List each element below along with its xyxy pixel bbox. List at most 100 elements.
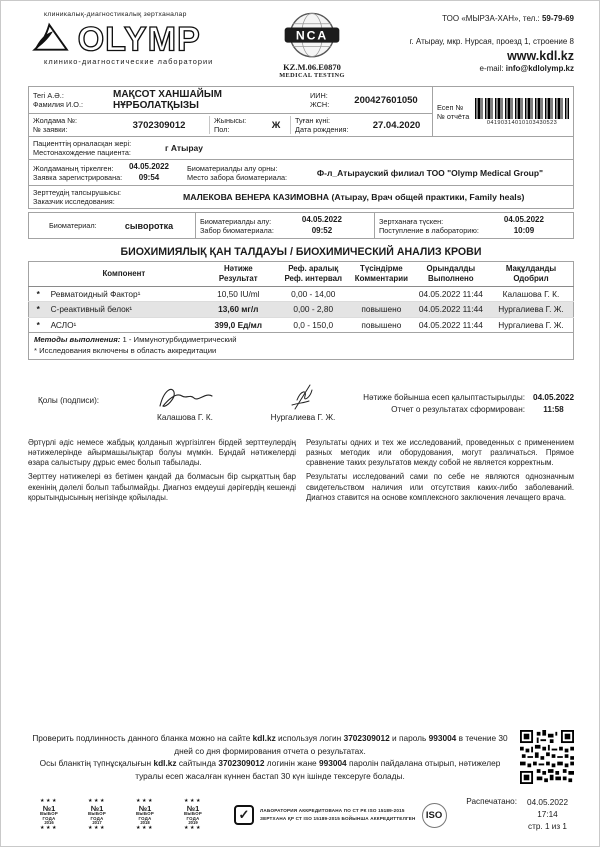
nca-label-text: NCA [296, 28, 328, 42]
customer-row: Зерттеудің тапсырушысы: Заказчик исследо… [29, 185, 573, 208]
col-approved: Мақұлданды Одобрил [488, 261, 574, 287]
printed-time: 17:14 [537, 810, 558, 820]
company-name: ТОО «МЫРЗА-ХАН», тел.: [442, 14, 542, 23]
accreditation-note: * Исследования включены в область аккред… [34, 345, 217, 355]
patient-location-row: Пациенттің орналасқан жері: Местонахожде… [29, 136, 573, 159]
badge-stars: ★★★ [88, 797, 106, 804]
signature-2-icon [291, 384, 313, 410]
methods-value: 1 - Иммунотурбидиметрический [122, 335, 237, 345]
done-datetime: 04.05.2022 11:44 [412, 316, 489, 333]
sampling-label-kz: Биоматериалды алу: [200, 216, 272, 226]
registered-time: 09:54 [138, 172, 160, 182]
approved-by: Калашова Г. К. [502, 288, 560, 299]
formed-time: 11:58 [543, 404, 564, 414]
disclaimers: Әртүрлі әдіс немесе жабдық қолданып жүрг… [28, 438, 574, 508]
ref-interval: 0,0 - 150,0 [276, 316, 351, 333]
company-phone-line: ТОО «МЫРЗА-ХАН», тел.: 59-79-69 [368, 14, 574, 24]
report-barcode-number: 04190314010103430523 [486, 119, 558, 126]
website-url: www.kdl.kz [507, 48, 574, 63]
logo-tagline-kz: клиникалық-диагностикалық зертханалар [44, 11, 187, 18]
signer-2-name: Нургалиева Г. Ж. [270, 412, 336, 422]
birth-label-kz: Туған күні: [295, 116, 330, 125]
badge-stars: ★★★ [40, 825, 58, 832]
printed-page: стр. 1 из 1 [528, 821, 567, 831]
result-value: 399,0 Ед/мл [200, 316, 277, 333]
customer-label-kz: Зерттеудің тапсырушысы: [33, 188, 122, 198]
disclaimer-ru: Результаты одних и тех же исследований, … [306, 438, 574, 508]
disclaimer-kz-p1: Әртүрлі әдіс немесе жабдық қолданып жүрг… [28, 437, 296, 468]
sampling-datetime: 04.05.2022 09:52 [274, 215, 370, 236]
formed-date: 04.05.2022 [533, 392, 574, 402]
received-datetime: 04.05.2022 10:09 [479, 215, 569, 236]
signature-2: Нургалиева Г. Ж. [244, 382, 362, 422]
qr-code-icon [520, 730, 574, 785]
report-no-label-ru: № отчёта [437, 111, 470, 121]
referral-label-ru: № заявки: [33, 125, 68, 135]
report-formed-block: Нәтиже бойынша есеп қалыптастырылды: Отч… [363, 392, 574, 416]
registered-label-kz: Жолдаманың тіркелген: [33, 163, 114, 173]
sex-label-kz: Жынысы: [214, 116, 247, 125]
formed-label-kz: Нәтиже бойынша есеп қалыптастырылды: [363, 392, 526, 402]
patient-info-section: Тегі А.Ә.: Фамилия И.О.: МАҚСОТ ХАНШАЙЫМ… [28, 86, 574, 240]
email-address: info@kdlolymp.kz [505, 64, 574, 74]
logo-tagline-ru: клинико-диагностические лаборатории [44, 57, 214, 66]
done-datetime: 04.05.2022 11:44 [412, 301, 489, 318]
nca-subtitle: MEDICAL TESTING [279, 72, 345, 79]
location-label-ru: Местонахождение пациента: [33, 148, 131, 158]
signer-1-name: Калашова Г. К. [157, 412, 213, 422]
olymp-logo-block: клиникалық-диагностикалық зертханалар OL… [28, 11, 256, 66]
col-ref-interval: Реф. аралық Реф. интервал [276, 261, 351, 287]
result-value: 13,60 мг/л [200, 301, 277, 318]
email-line: e-mail: info@kdlolymp.kz [368, 64, 574, 74]
badge-year: 2017 [92, 819, 102, 825]
result-value: 10,50 IU/ml [217, 288, 260, 299]
iin-label-ru: ИИН: [310, 90, 328, 100]
ref-interval: 0,00 - 14,00 [291, 288, 336, 299]
col-done: Орындалды Выполнено [412, 261, 489, 287]
iso-logo-icon: ISO [421, 802, 447, 828]
component-name: С-реактивный белок¹ [47, 301, 201, 318]
printed-block: Распечатано: 04.05.2022 17:14 стр. 1 из … [466, 797, 568, 833]
award-badge-2018: ★★★ №1 ВЫБОР ГОДА 2018 ★★★ [135, 797, 155, 832]
patient-iin: 200427601050 [354, 94, 418, 106]
results-header-row: Компонент Нәтиже Результат Реф. аралық Реф… [28, 261, 574, 287]
result-row: * АСЛО¹ 399,0 Ед/мл 0,0 - 150,0 повышено… [28, 316, 574, 333]
accreditation-mark: * [28, 316, 48, 333]
printed-label: Распечатано: [466, 797, 518, 807]
olymp-wordmark: OLYMP [77, 20, 201, 57]
site-label-ru: Место забора биоматериала: [187, 172, 288, 182]
sampling-time: 09:52 [311, 225, 333, 235]
badge-stars: ★★★ [136, 797, 154, 804]
results-table: Компонент Нәтиже Результат Реф. аралық Реф… [28, 261, 574, 333]
biomaterial-row: Биоматериал: сыворотка Биоматериалды алу… [28, 212, 574, 240]
report-barcode [475, 97, 569, 119]
nca-globe-icon: NCA [284, 12, 340, 58]
birth-date: 27.04.2020 [372, 119, 421, 131]
received-label-kz: Зертханаға түскен: [379, 216, 444, 226]
badge-year: 2016 [44, 819, 54, 825]
phone-number: 59-79-69 [541, 14, 574, 23]
lab-address: г. Атырау, мкр. Нурсая, проезд 1, строен… [409, 37, 574, 47]
report-header: клиникалық-диагностикалық зертханалар OL… [28, 11, 574, 79]
verification-block: Проверить подлинность данного бланка мож… [28, 730, 574, 785]
received-label-ru: Поступление в лабораторию: [379, 225, 479, 235]
patient-location: г Атырау [165, 143, 203, 154]
olymp-brand-text: OLYMP [78, 20, 201, 57]
nca-code: KZ.M.06.E0870 [283, 62, 341, 72]
collection-site: Ф-л_Атырауский филиал ТОО "Olymp Medical… [316, 167, 544, 178]
signatures-section: Қолы (подписи): Калашова Г. К. Нургалиев… [28, 382, 574, 422]
birth-label-ru: Дата рождения: [295, 125, 349, 135]
report-no-label-kz: Есеп № [437, 102, 464, 112]
badge-year: 2019 [188, 819, 198, 825]
sampling-label-ru: Забор биоматериала: [200, 225, 274, 235]
received-date: 04.05.2022 [503, 215, 544, 225]
ref-interval: 0,00 - 2,80 [276, 301, 351, 318]
referral-number: 3702309012 [132, 119, 186, 131]
component-name: АСЛО¹ [47, 316, 201, 333]
approved-by: Нургалиева Г. Ж. [488, 301, 574, 318]
sampling-date: 04.05.2022 [301, 215, 342, 225]
disclaimer-kz: Әртүрлі әдіс немесе жабдық қолданып жүрг… [28, 438, 296, 508]
checkmark-icon: ✓ [234, 805, 254, 825]
badge-stars: ★★★ [88, 825, 106, 832]
referral-label-kz: Жолдама №: [33, 116, 78, 125]
